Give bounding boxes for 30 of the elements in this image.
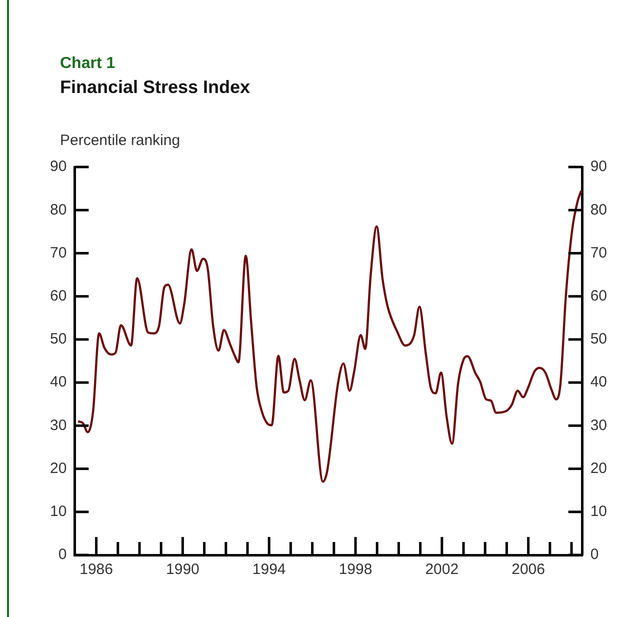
y2-tick-label: 0 (590, 546, 599, 564)
y-tick-label: 50 (50, 330, 67, 348)
y2-tick-label: 30 (590, 416, 608, 434)
chart-subtitle: Financial Stress Index (60, 77, 250, 98)
y-axis-title: Percentile ranking (60, 132, 180, 149)
y-tick-label: 80 (50, 201, 67, 218)
y-tick-label: 70 (50, 244, 67, 262)
y-tick-label: 40 (50, 374, 67, 391)
y2-tick-label: 10 (590, 503, 608, 520)
y2-tick-label: 20 (590, 460, 608, 477)
y-tick-label: 60 (50, 287, 67, 304)
y2-tick-label: 40 (590, 374, 608, 391)
x-tick-label: 1990 (166, 561, 200, 578)
y-tick-label: 30 (50, 416, 67, 434)
y2-tick-label: 70 (590, 244, 608, 262)
x-tick-label: 1998 (338, 561, 372, 578)
x-tick-label: 1986 (80, 561, 113, 578)
y-tick-label: 20 (50, 460, 67, 477)
x-tick-label: 2006 (512, 561, 545, 578)
y-tick-label: 10 (50, 503, 67, 520)
y-tick-label: 90 (50, 158, 67, 176)
x-tick-label: 2002 (425, 561, 459, 578)
y-tick-label: 0 (58, 546, 67, 564)
x-tick-label: 1994 (252, 561, 286, 578)
line-series (77, 190, 582, 483)
y2-tick-label: 90 (590, 158, 608, 176)
y2-tick-label: 60 (590, 287, 608, 304)
chart-title: Chart 1 (60, 55, 116, 73)
y2-tick-label: 80 (590, 201, 608, 218)
y2-tick-label: 50 (590, 330, 608, 348)
